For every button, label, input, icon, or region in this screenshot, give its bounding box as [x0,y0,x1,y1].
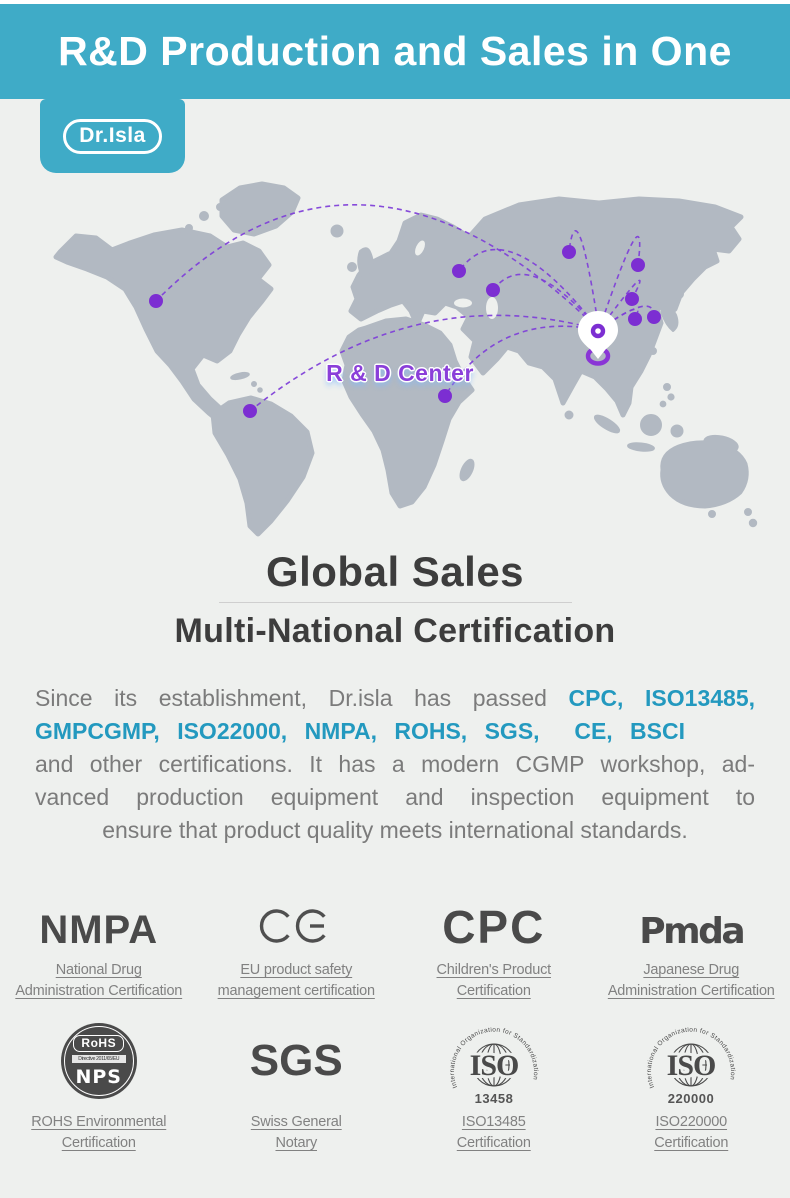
route-arc [249,314,600,412]
route-arc [492,273,600,331]
ce-mark-icon [260,909,326,943]
world-map-section: R & D Center [0,160,790,545]
paragraph-line: and other certifications. It has a moder… [35,751,755,777]
cert-row-1: NMPA National Drug Administration Certif… [0,896,790,1002]
route-arc [598,279,641,331]
location-dot [625,292,639,306]
cert-iso220000: International Organization for Standardi… [593,1016,790,1154]
cert-ce: EU product safety management certificati… [198,896,396,1002]
section-title: Global Sales [265,548,525,595]
banner-title: R&D Production and Sales in One [58,28,732,74]
location-dot [452,264,466,278]
rd-center-pin [578,311,618,366]
cert-caption: National Drug Administration Certificati… [15,962,183,999]
cpc-logo: CPC [442,901,546,953]
nmpa-logo: NMPA [39,908,159,952]
cert-caption: Swiss General Notary [250,1114,342,1151]
cert-nmpa: NMPA National Drug Administration Certif… [0,896,198,1002]
location-dot [438,389,452,403]
cert-caption: ISO220000 Certification [654,1114,729,1151]
divider-line [219,602,572,603]
brand-logo-text: Dr.Isla [63,118,162,154]
certification-paragraph: Since its establishment, Dr.isla has pas… [35,682,755,847]
top-white-strip [0,0,790,4]
cert-row-2: RoHS Directive 2011/65/EU NPS ROHS Envir… [0,1016,790,1154]
location-dot [149,294,163,308]
paragraph-line: Since its establishment, Dr.isla has pas… [35,685,756,711]
rd-center-label: R & D Center [326,360,474,386]
banner: R&D Production and Sales in One [0,4,790,99]
iso-globe-icon: International Organization for Standardi… [646,1027,736,1106]
pmda-logo: Pmda [639,911,745,952]
brand-logo-badge: Dr.Isla [40,99,185,173]
svg-text:ISO: ISO [667,1049,716,1082]
section-subtitle: Multi-National Certification [174,612,616,650]
location-dot [647,310,661,324]
cert-caption: ROHS Environmental Certification [31,1114,167,1151]
cert-rohs: RoHS Directive 2011/65/EU NPS ROHS Envir… [0,1016,198,1154]
location-dot [562,245,576,259]
sales-route-arcs [155,204,655,412]
paragraph-line: ensure that product quality meets intern… [102,817,688,843]
sgs-logo: SGS [249,1036,343,1085]
iso-globe-icon: International Organization for Standardi… [449,1027,539,1106]
continents [53,181,749,537]
paragraph-line: GMPCGMP, ISO22000, NMPA, ROHS, SGS, CE, … [35,718,686,744]
location-dot [243,404,257,418]
svg-text:13458: 13458 [474,1091,513,1106]
location-dot [628,312,642,326]
location-dot [486,283,500,297]
sales-location-dots [149,245,661,418]
svg-text:220000: 220000 [668,1091,714,1106]
route-arc [458,248,600,331]
cert-iso13485: International Organization for Standardi… [395,1016,593,1154]
paragraph-line: vanced production equipment and inspecti… [35,784,755,810]
cert-caption: ISO13485 Certification [456,1114,531,1151]
islands [185,203,758,528]
cert-pmda: Pmda Japanese Drug Administration Certif… [593,896,790,1002]
inland-seas [415,240,498,319]
cert-caption: Japanese Drug Administration Certificati… [607,962,775,999]
cert-caption: EU product safety management certificati… [217,962,375,999]
location-dot [631,258,645,272]
route-arc [155,204,600,331]
world-map [53,181,758,537]
cert-caption: Children's Product Certification [436,962,552,999]
cert-cpc: CPC Children's Product Certification [395,896,593,1002]
route-arc [568,230,600,331]
svg-text:ISO: ISO [469,1049,518,1082]
cert-sgs: SGS Swiss General Notary [198,1016,396,1154]
rohs-seal-icon: RoHS Directive 2011/65/EU NPS [60,1023,137,1099]
route-arc [444,325,600,397]
